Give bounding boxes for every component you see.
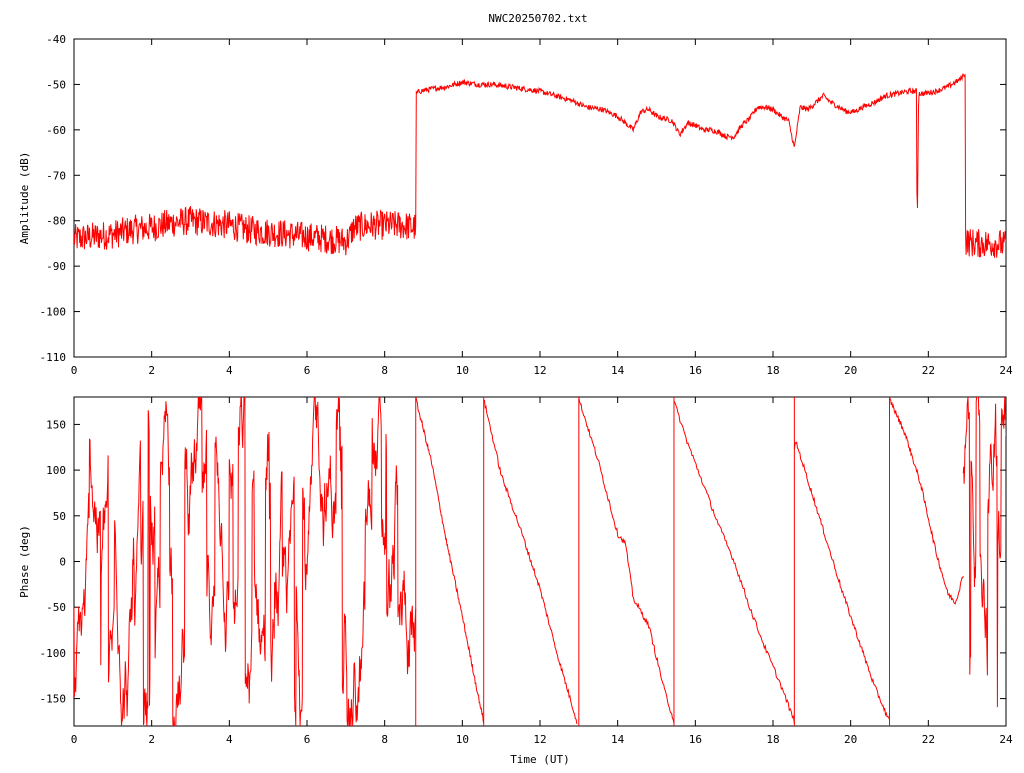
x-tick-label: 0 — [71, 733, 78, 746]
x-tick-label: 20 — [844, 364, 857, 377]
y-tick-label: 150 — [46, 418, 66, 431]
x-tick-label: 4 — [226, 733, 233, 746]
x-tick-label: 2 — [148, 364, 155, 377]
y-tick-label: -60 — [46, 124, 66, 137]
y-axis-label: Amplitude (dB) — [18, 152, 31, 245]
amplitude-series-line — [74, 73, 1006, 258]
x-tick-label: 24 — [999, 364, 1013, 377]
phase-segment-line — [483, 399, 578, 724]
y-tick-label: -40 — [46, 33, 66, 46]
y-tick-label: -90 — [46, 260, 66, 273]
y-tick-label: -100 — [40, 647, 67, 660]
phase-segment-line — [673, 400, 795, 725]
x-tick-label: 22 — [922, 733, 935, 746]
phase-segment-line — [578, 397, 675, 724]
y-axis-label: Phase (deg) — [18, 525, 31, 598]
phase-panel: 0 2 4 6 8 10 12 14 16 18 20 22 24150100500-50-100-15… — [18, 396, 1013, 766]
x-tick-label: 0 — [71, 364, 78, 377]
phase-noisy-line — [74, 397, 417, 726]
plot-area — [74, 73, 1006, 258]
x-tick-label: 10 — [456, 364, 469, 377]
x-tick-label: 16 — [689, 364, 702, 377]
x-tick-label: 8 — [381, 364, 388, 377]
x-axis-label: Time (UT) — [510, 753, 570, 766]
y-tick-label: -100 — [40, 306, 67, 319]
x-tick-label: 18 — [766, 364, 779, 377]
y-tick-label: 0 — [59, 556, 66, 569]
x-tick-label: 8 — [381, 733, 388, 746]
x-tick-label: 2 — [148, 733, 155, 746]
phase-noisy-line — [962, 397, 1006, 708]
x-tick-label: 14 — [611, 733, 625, 746]
x-tick-label: 4 — [226, 364, 233, 377]
x-tick-label: 24 — [999, 733, 1013, 746]
amplitude-panel: 0 2 4 6 8 10 12 14 16 18 20 22 24-40-50-60-70-80-90-… — [18, 33, 1013, 377]
y-tick-label: -70 — [46, 169, 66, 182]
x-tick-label: 22 — [922, 364, 935, 377]
y-tick-label: -150 — [40, 693, 67, 706]
x-tick-label: 12 — [533, 364, 546, 377]
plot-frame — [73, 396, 1007, 727]
y-tick-label: 100 — [46, 464, 66, 477]
plot-frame — [73, 38, 1007, 358]
x-tick-label: 12 — [533, 733, 546, 746]
x-tick-label: 20 — [844, 733, 857, 746]
y-tick-label: 50 — [53, 510, 66, 523]
plot-area — [74, 397, 1006, 726]
y-tick-label: -50 — [46, 601, 66, 614]
phase-segment-line — [889, 397, 964, 605]
x-tick-label: 6 — [304, 364, 311, 377]
y-tick-label: -110 — [40, 351, 67, 364]
x-tick-label: 16 — [689, 733, 702, 746]
chart-title: NWC20250702.txt — [488, 12, 587, 25]
x-tick-label: 14 — [611, 364, 625, 377]
x-tick-label: 10 — [456, 733, 469, 746]
y-tick-label: -80 — [46, 215, 66, 228]
phase-segment-line — [793, 441, 890, 720]
x-tick-label: 18 — [766, 733, 779, 746]
phase-segment-line — [415, 397, 485, 724]
x-tick-label: 6 — [304, 733, 311, 746]
y-tick-label: -50 — [46, 78, 66, 91]
